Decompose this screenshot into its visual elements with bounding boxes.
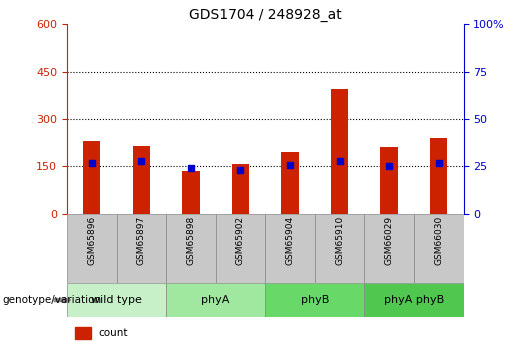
Text: count: count: [99, 328, 128, 338]
Bar: [67, 283, 166, 317]
Bar: [133, 146, 150, 214]
Text: GSM65904: GSM65904: [285, 216, 295, 265]
Bar: [232, 164, 249, 214]
Bar: [67, 214, 116, 283]
Title: GDS1704 / 248928_at: GDS1704 / 248928_at: [189, 8, 341, 22]
Text: wild type: wild type: [91, 295, 142, 305]
Bar: [265, 214, 315, 283]
Bar: [414, 214, 464, 283]
Text: GSM65902: GSM65902: [236, 216, 245, 265]
Bar: [83, 141, 100, 214]
Text: GSM65897: GSM65897: [137, 216, 146, 265]
Text: GSM66030: GSM66030: [434, 216, 443, 265]
Text: GSM66029: GSM66029: [385, 216, 393, 265]
Text: GSM65896: GSM65896: [87, 216, 96, 265]
Bar: [281, 152, 299, 214]
Text: phyA phyB: phyA phyB: [384, 295, 444, 305]
Text: GSM65910: GSM65910: [335, 216, 344, 265]
Text: phyA: phyA: [201, 295, 230, 305]
Bar: [430, 138, 448, 214]
Bar: [216, 214, 265, 283]
Bar: [116, 214, 166, 283]
Bar: [315, 214, 365, 283]
Bar: [166, 283, 265, 317]
Bar: [265, 283, 365, 317]
Bar: [166, 214, 216, 283]
Bar: [75, 327, 91, 339]
Bar: [365, 214, 414, 283]
Text: phyB: phyB: [301, 295, 329, 305]
Text: GSM65898: GSM65898: [186, 216, 195, 265]
Text: genotype/variation: genotype/variation: [3, 295, 101, 305]
Bar: [365, 283, 464, 317]
Bar: [182, 171, 199, 214]
Bar: [331, 89, 348, 214]
Bar: [381, 148, 398, 214]
